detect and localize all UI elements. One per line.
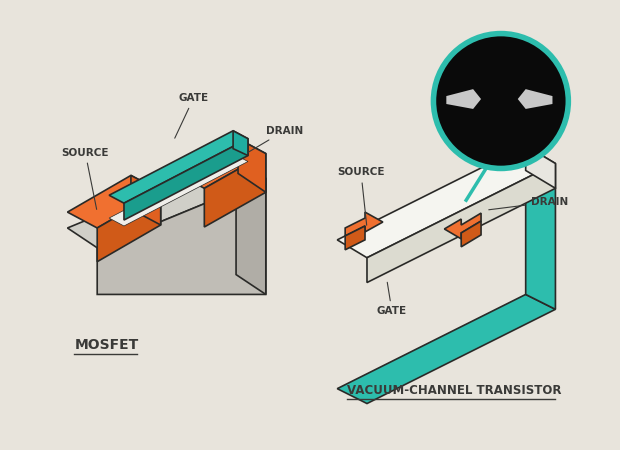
Text: SOURCE: SOURCE <box>61 148 109 209</box>
Polygon shape <box>97 191 161 262</box>
Polygon shape <box>97 178 266 294</box>
Circle shape <box>433 34 569 168</box>
Polygon shape <box>345 212 383 236</box>
Polygon shape <box>68 176 161 228</box>
Polygon shape <box>131 176 161 225</box>
Polygon shape <box>233 131 248 156</box>
Polygon shape <box>526 146 556 188</box>
Polygon shape <box>461 221 481 247</box>
Polygon shape <box>518 89 552 109</box>
Polygon shape <box>238 139 266 192</box>
Polygon shape <box>367 163 556 283</box>
Polygon shape <box>236 158 266 294</box>
Polygon shape <box>446 89 481 109</box>
Polygon shape <box>124 139 248 220</box>
Text: DRAIN: DRAIN <box>489 197 568 210</box>
Polygon shape <box>109 131 248 203</box>
Polygon shape <box>345 226 365 250</box>
Polygon shape <box>109 153 248 226</box>
Text: MOSFET: MOSFET <box>74 338 139 352</box>
Polygon shape <box>205 153 266 227</box>
Text: GATE: GATE <box>175 93 209 138</box>
Text: VACUUM-CHANNEL TRANSISTOR: VACUUM-CHANNEL TRANSISTOR <box>347 383 562 396</box>
Polygon shape <box>526 171 556 309</box>
Polygon shape <box>177 139 266 188</box>
Polygon shape <box>445 213 481 239</box>
Text: GATE: GATE <box>377 282 407 316</box>
Polygon shape <box>337 294 556 404</box>
Text: DRAIN: DRAIN <box>249 126 303 152</box>
Polygon shape <box>337 146 556 258</box>
Text: SOURCE: SOURCE <box>337 167 385 225</box>
Polygon shape <box>68 158 266 248</box>
